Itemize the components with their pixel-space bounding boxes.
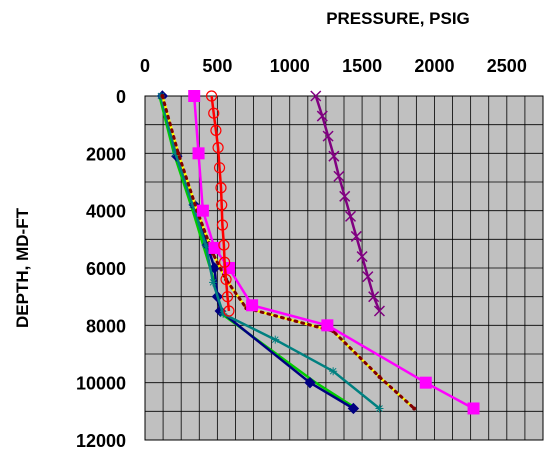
data-point (197, 205, 209, 217)
data-point (412, 406, 416, 410)
y-tick-label: 2000 (86, 144, 126, 164)
data-point (176, 151, 180, 155)
data-point (468, 402, 480, 414)
data-point (246, 299, 258, 311)
y-tick-label: 8000 (86, 316, 126, 336)
x-tick-label: 1500 (342, 56, 382, 76)
data-point (321, 319, 333, 331)
y-axis-title: DEPTH, MD-FT (13, 207, 32, 328)
y-tick-label: 10000 (76, 374, 126, 394)
data-point (271, 336, 279, 344)
data-point (329, 367, 337, 375)
data-point (160, 94, 164, 98)
x-tick-label: 500 (202, 56, 232, 76)
x-tick-label: 2500 (487, 56, 527, 76)
x-tick-label: 2000 (414, 56, 454, 76)
y-tick-label: 6000 (86, 259, 126, 279)
y-tick-label: 4000 (86, 202, 126, 222)
x-tick-label: 1000 (270, 56, 310, 76)
x-tick-label: 0 (140, 56, 150, 76)
y-tick-label: 0 (116, 87, 126, 107)
y-tick-label: 12000 (76, 431, 126, 451)
data-point (188, 90, 200, 102)
data-point (219, 310, 227, 318)
x-axis-title: PRESSURE, PSIG (326, 9, 470, 28)
data-point (420, 377, 432, 389)
data-point (377, 375, 381, 379)
data-point (375, 404, 383, 412)
data-point (209, 278, 217, 286)
data-point (193, 147, 205, 159)
